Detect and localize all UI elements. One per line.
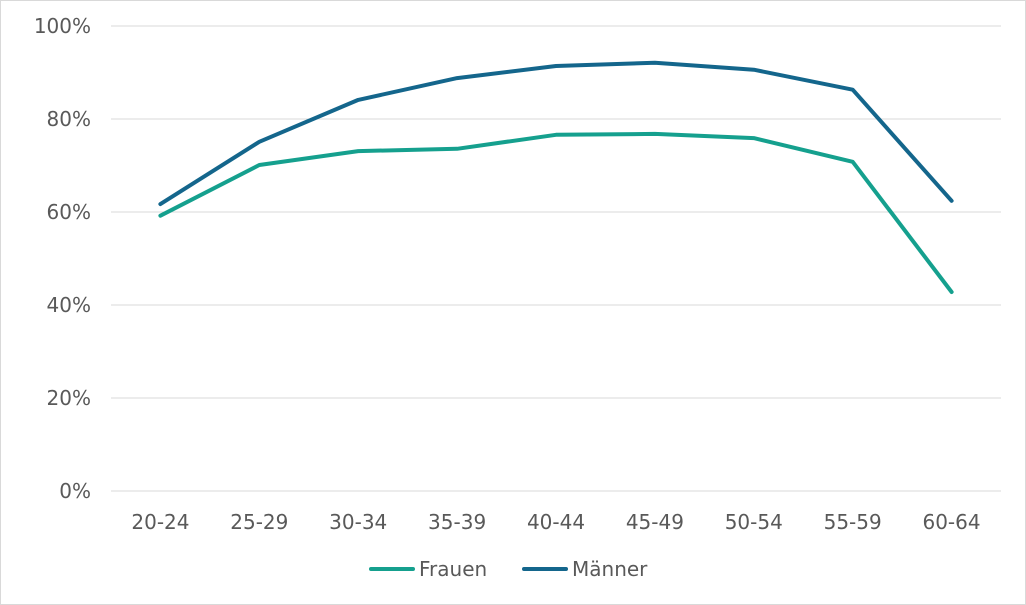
series-lines (158, 60, 954, 294)
x-tick-label: 30-34 (329, 510, 387, 534)
x-tick-label: 60-64 (922, 510, 980, 534)
x-axis-tick-labels: 20-24 25-29 30-34 35-39 40-44 45-49 50-54 55-59… (131, 510, 980, 534)
x-tick-label: 55-59 (824, 510, 882, 534)
series-line-frauen (158, 131, 954, 294)
y-tick-label: 40% (47, 293, 91, 317)
legend-label: Männer (572, 557, 648, 581)
y-tick-label: 20% (47, 386, 91, 410)
y-tick-label: 80% (47, 107, 91, 131)
gridlines (111, 25, 1001, 492)
x-tick-label: 20-24 (131, 510, 189, 534)
y-tick-label: 0% (59, 479, 91, 503)
y-tick-label: 60% (47, 200, 91, 224)
y-axis-tick-labels: 0% 20% 40% 60% 80% 100% (34, 14, 91, 503)
series-line-männer (158, 60, 954, 207)
x-tick-label: 50-54 (725, 510, 783, 534)
legend-item: Frauen (369, 557, 487, 581)
x-tick-label: 25-29 (230, 510, 288, 534)
x-tick-label: 45-49 (626, 510, 684, 534)
legend: Frauen Männer (369, 557, 648, 581)
x-tick-label: 35-39 (428, 510, 486, 534)
x-tick-label: 40-44 (527, 510, 585, 534)
legend-label: Frauen (419, 557, 487, 581)
y-tick-label: 100% (34, 14, 91, 38)
legend-item: Männer (522, 557, 648, 581)
